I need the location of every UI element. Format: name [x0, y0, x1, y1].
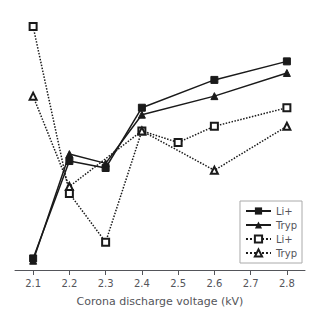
svg-text:2.4: 2.4	[134, 278, 150, 289]
svg-text:Li+: Li+	[276, 234, 293, 245]
svg-text:Tryp: Tryp	[275, 220, 297, 231]
svg-text:Li+: Li+	[276, 206, 293, 217]
svg-text:2.1: 2.1	[25, 278, 41, 289]
svg-text:2.6: 2.6	[206, 278, 222, 289]
svg-text:2.2: 2.2	[61, 278, 77, 289]
svg-text:Tryp: Tryp	[275, 248, 297, 259]
svg-text:2.8: 2.8	[279, 278, 295, 289]
svg-text:Corona discharge voltage (kV): Corona discharge voltage (kV)	[77, 295, 244, 308]
svg-text:2.3: 2.3	[98, 278, 114, 289]
svg-text:2.5: 2.5	[170, 278, 186, 289]
svg-text:2.7: 2.7	[243, 278, 259, 289]
